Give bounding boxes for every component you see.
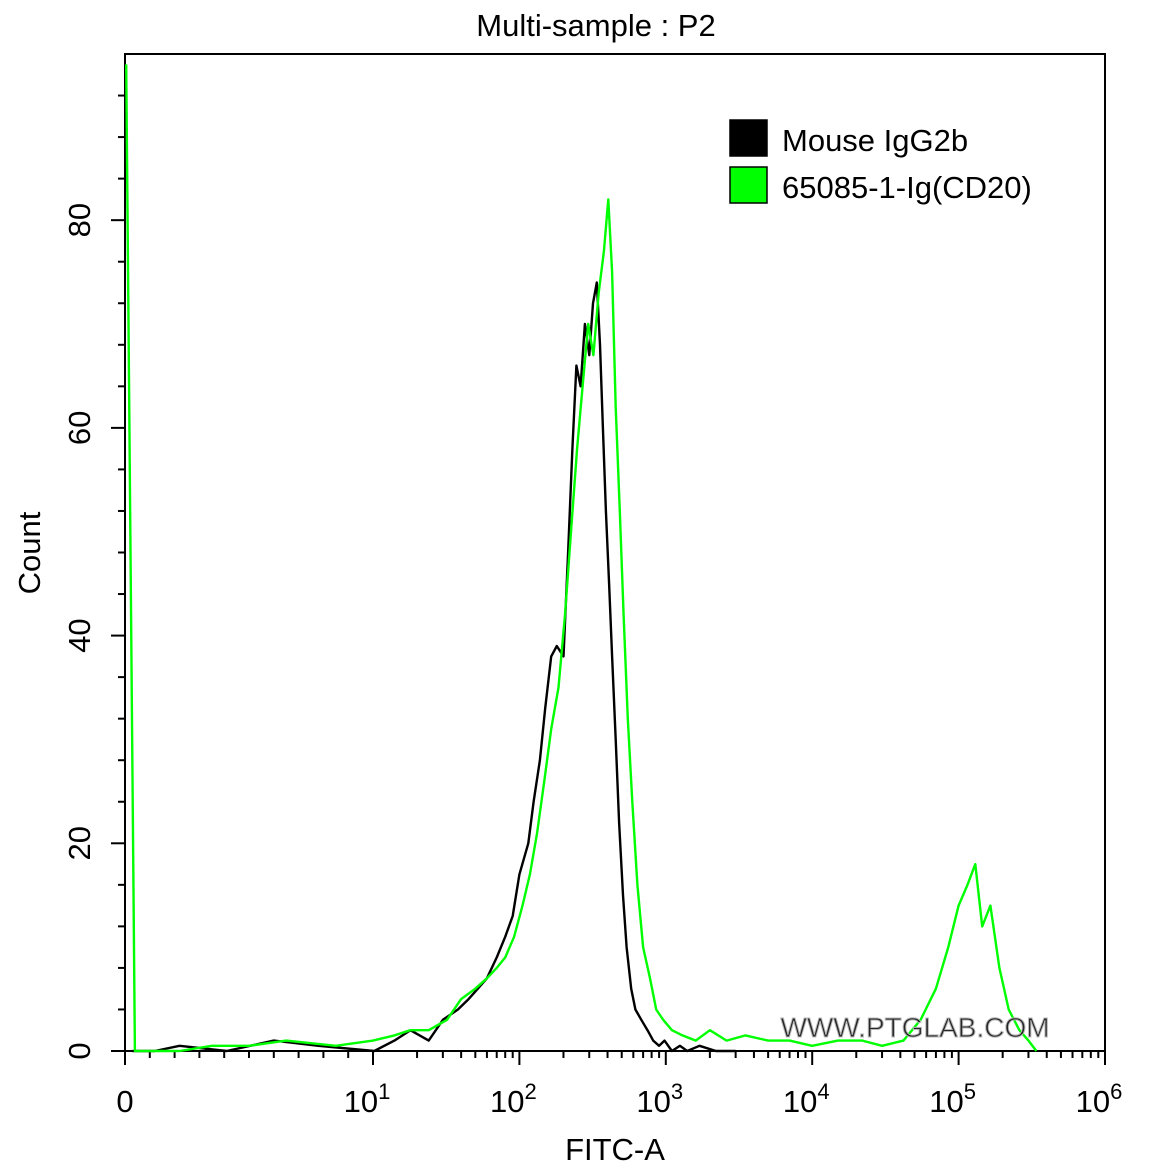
y-tick-label: 80 — [62, 203, 97, 237]
y-axis-ticks: 0 20 40 60 80 — [62, 94, 125, 1060]
x-tick-label: 104 — [783, 1079, 830, 1119]
series-line-mouse-igg2b — [132, 281, 736, 1053]
x-tick-label: 106 — [1076, 1079, 1123, 1119]
legend-label-cd20: 65085-1-Ig(CD20) — [782, 170, 1032, 205]
y-tick-label: 60 — [62, 411, 97, 445]
x-axis-ticks: 0 101 102 103 104 105 106 — [116, 1051, 1122, 1119]
chart-title: Multi-sample : P2 — [476, 8, 715, 43]
x-tick-label: 105 — [929, 1079, 976, 1119]
y-tick-label: 20 — [62, 826, 97, 860]
y-axis-label: Count — [12, 511, 47, 594]
watermark: WWW.PTGLAB.COM — [780, 1012, 1049, 1043]
legend-swatch-mouse-igg2b — [729, 119, 768, 157]
series-layer — [125, 64, 1038, 1053]
y-tick-label: 0 — [62, 1042, 97, 1059]
x-tick-label: 103 — [636, 1079, 683, 1119]
legend-label-mouse-igg2b: Mouse IgG2b — [782, 123, 968, 158]
legend: Mouse IgG2b 65085-1-Ig(CD20) — [729, 119, 1032, 205]
x-tick-label: 102 — [490, 1079, 537, 1119]
y-tick-label: 40 — [62, 618, 97, 652]
x-axis-label: FITC-A — [565, 1132, 665, 1167]
legend-swatch-cd20 — [729, 166, 768, 204]
series-line-cd20 — [125, 64, 1038, 1053]
x-tick-label: 0 — [116, 1084, 133, 1119]
x-tick-label: 101 — [344, 1079, 391, 1119]
